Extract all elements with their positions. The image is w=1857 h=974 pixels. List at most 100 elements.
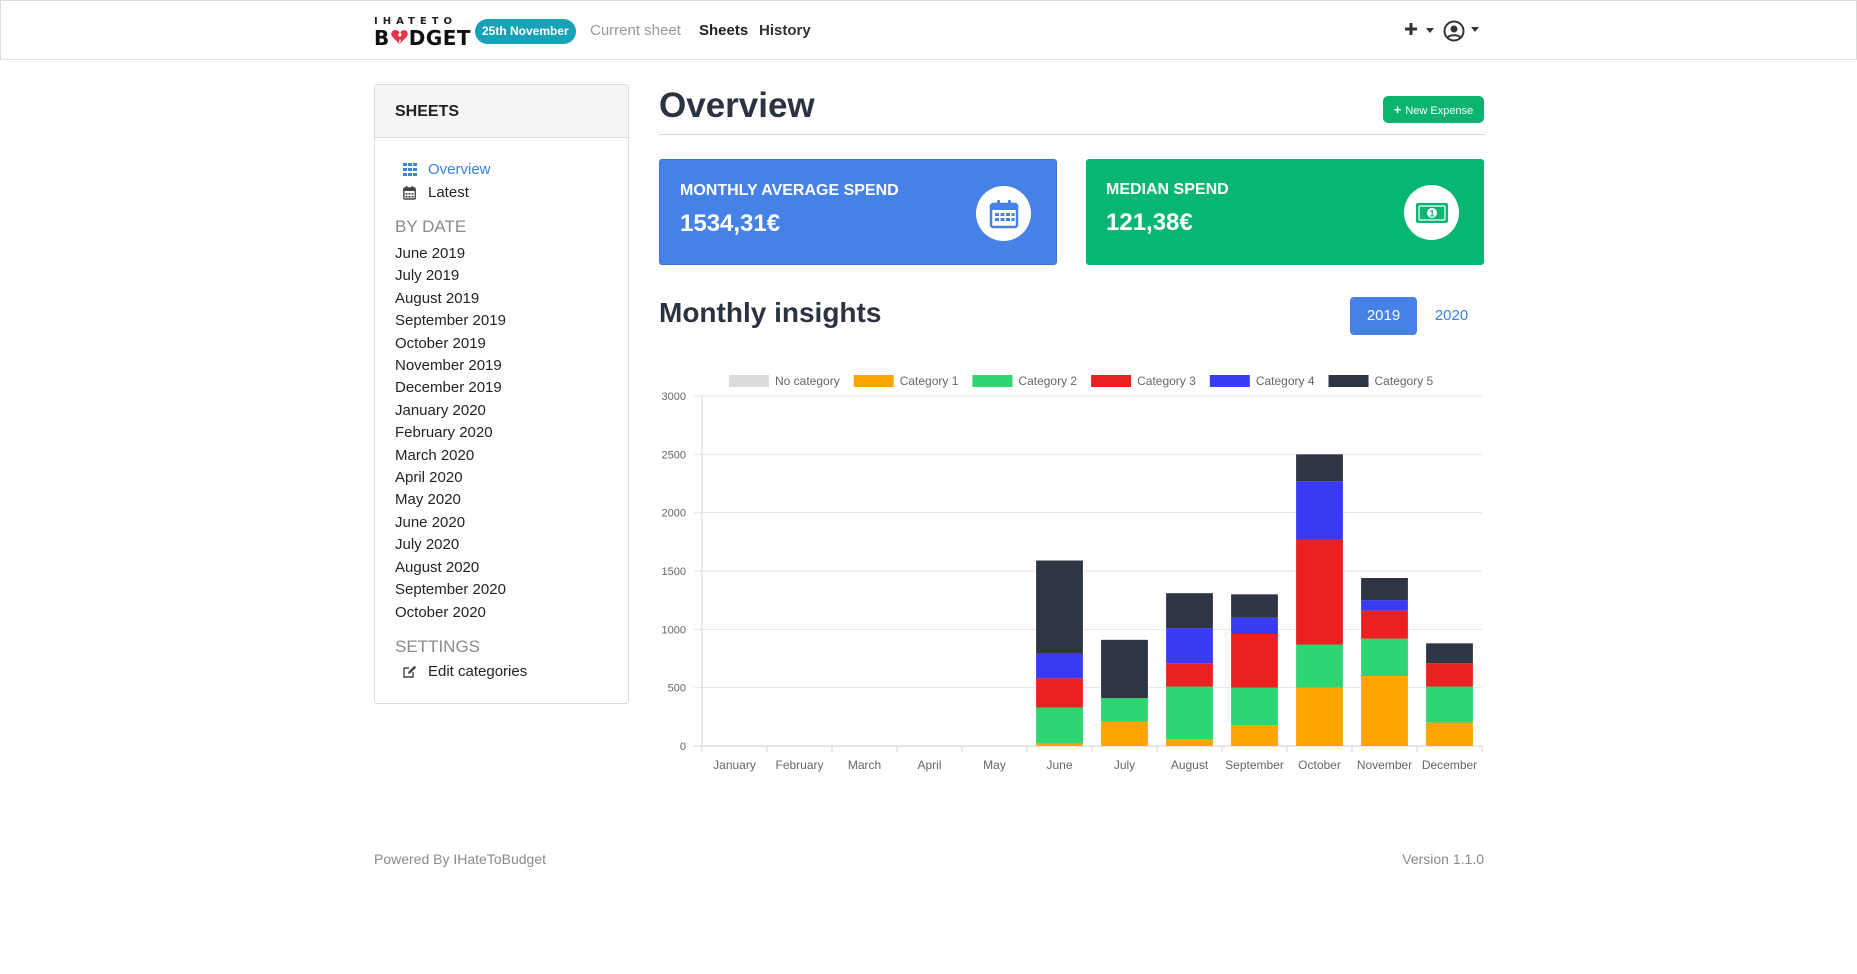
legend-swatch bbox=[1209, 375, 1250, 387]
bar-segment bbox=[1426, 663, 1473, 687]
bar-segment bbox=[1426, 722, 1473, 746]
bar-segment bbox=[1426, 643, 1473, 664]
calendar-icon bbox=[976, 186, 1031, 241]
app-logo[interactable]: IHATETO B DGET bbox=[374, 17, 471, 51]
bar-segment bbox=[1101, 721, 1148, 746]
insights-title: Monthly insights bbox=[659, 297, 882, 328]
sidebar-item-latest[interactable]: Latest bbox=[403, 181, 491, 204]
nav-sheets[interactable]: Sheets bbox=[699, 22, 749, 39]
sidebar-title: SHEETS bbox=[375, 85, 628, 138]
legend-label: Category 5 bbox=[1375, 374, 1434, 388]
edit-categories-link[interactable]: Edit categories bbox=[403, 663, 527, 680]
median-spend-label: MEDIAN SPEND bbox=[1106, 181, 1229, 198]
sidebar-date-item[interactable]: November 2019 bbox=[395, 357, 502, 375]
sidebar-date-item[interactable]: September 2020 bbox=[395, 581, 506, 599]
new-expense-label: New Expense bbox=[1405, 105, 1474, 117]
y-tick-label: 500 bbox=[668, 683, 686, 695]
bar-segment bbox=[1296, 687, 1343, 746]
chevron-down-icon bbox=[1471, 27, 1480, 33]
edit-categories-label: Edit categories bbox=[428, 663, 528, 680]
bar-segment bbox=[1166, 663, 1213, 687]
x-tick-label: April bbox=[917, 758, 941, 772]
bar-segment bbox=[1361, 676, 1408, 746]
settings-heading: SETTINGS bbox=[395, 637, 481, 656]
bar-segment bbox=[1296, 454, 1343, 482]
user-menu-button[interactable] bbox=[1443, 20, 1480, 47]
bar-segment bbox=[1231, 687, 1278, 725]
sidebar-item-label: Latest bbox=[428, 184, 469, 201]
sidebar-date-item[interactable]: March 2020 bbox=[395, 446, 475, 464]
plus-icon bbox=[1404, 19, 1424, 41]
monthly-average-label: MONTHLY AVERAGE SPEND bbox=[680, 182, 899, 199]
median-spend-value: 121,38€ bbox=[1106, 209, 1193, 236]
bar-segment bbox=[1361, 610, 1408, 639]
legend-label: Category 3 bbox=[1137, 374, 1196, 388]
legend-label: Category 4 bbox=[1256, 374, 1315, 388]
nav-current-sheet[interactable]: Current sheet bbox=[590, 22, 681, 39]
bar-segment bbox=[1231, 725, 1278, 746]
edit-icon bbox=[403, 665, 418, 678]
legend-swatch bbox=[853, 375, 894, 387]
year-2019-button[interactable]: 2019 bbox=[1350, 297, 1417, 335]
sidebar-date-item[interactable]: June 2019 bbox=[395, 245, 466, 262]
sidebar-item-overview[interactable]: Overview bbox=[403, 158, 491, 181]
broken-heart-icon bbox=[391, 27, 408, 49]
new-expense-button[interactable]: + New Expense bbox=[1383, 96, 1484, 123]
chevron-down-icon bbox=[1425, 28, 1434, 34]
user-circle-icon bbox=[1443, 20, 1469, 46]
bar-segment bbox=[1166, 628, 1213, 664]
sidebar-date-item[interactable]: July 2019 bbox=[395, 267, 460, 285]
bar-segment bbox=[1296, 644, 1343, 688]
sidebar-date-item[interactable]: January 2020 bbox=[395, 401, 486, 419]
sidebar-date-item[interactable]: August 2020 bbox=[395, 558, 480, 576]
bar-segment bbox=[1101, 698, 1148, 722]
bar-segment bbox=[1036, 560, 1083, 654]
monthly-average-value: 1534,31€ bbox=[680, 210, 781, 237]
monthly-insights-chart: 0 500 1000 1500 2000 2500 3000 No category Categ… bbox=[662, 374, 1483, 772]
monthly-average-card: MONTHLY AVERAGE SPEND 1534,31€ bbox=[659, 159, 1057, 265]
sidebar-date-item[interactable]: September 2019 bbox=[395, 312, 506, 330]
date-list: June 2019 July 2019 August 2019 September 2… bbox=[395, 243, 506, 624]
logo-letter-b: B bbox=[374, 26, 390, 50]
bar-segment bbox=[1166, 739, 1213, 746]
x-tick-label: September bbox=[1225, 758, 1284, 772]
bar-segment bbox=[1426, 686, 1473, 723]
sidebar-date-item[interactable]: May 2020 bbox=[395, 491, 461, 509]
title-divider bbox=[659, 134, 1485, 135]
sidebar-date-item[interactable]: December 2019 bbox=[395, 379, 502, 397]
bar-segment bbox=[1296, 481, 1343, 540]
page-title: Overview bbox=[659, 86, 815, 125]
legend-label: Category 2 bbox=[1018, 374, 1077, 388]
x-tick-label: August bbox=[1171, 758, 1209, 772]
legend-swatch bbox=[1091, 375, 1132, 387]
calendar-icon bbox=[403, 185, 418, 200]
logo-letters-dget: DGET bbox=[408, 26, 472, 50]
bar-segment bbox=[1101, 639, 1148, 699]
bar-segment bbox=[1036, 743, 1083, 746]
plus-icon: + bbox=[1393, 102, 1402, 117]
y-tick-label: 1500 bbox=[662, 566, 686, 578]
add-menu-button[interactable] bbox=[1404, 19, 1434, 41]
bar-segment bbox=[1231, 634, 1278, 688]
sidebar-date-item[interactable]: July 2020 bbox=[395, 536, 460, 554]
legend-label: Category 1 bbox=[900, 374, 959, 388]
sidebar-date-item[interactable]: February 2020 bbox=[395, 424, 493, 442]
logo-bottom-text: B DGET bbox=[374, 26, 471, 50]
sidebar-date-item[interactable]: August 2019 bbox=[395, 289, 480, 307]
x-tick-label: May bbox=[983, 758, 1006, 772]
sidebar-date-item[interactable]: October 2019 bbox=[395, 334, 486, 352]
footer-powered-by: Powered By IHateToBudget bbox=[374, 851, 546, 867]
y-tick-label: 3000 bbox=[662, 391, 686, 403]
bar-segment bbox=[1036, 707, 1083, 744]
nav-history[interactable]: History bbox=[759, 22, 811, 39]
sidebar: SHEETS Overview Latest BY DATE June 2019… bbox=[374, 84, 629, 704]
sidebar-nav: Overview Latest bbox=[403, 158, 491, 204]
year-2020-button[interactable]: 2020 bbox=[1434, 307, 1469, 324]
sidebar-date-item[interactable]: October 2020 bbox=[395, 603, 486, 621]
legend-swatch bbox=[729, 375, 769, 387]
bar-segment bbox=[1361, 638, 1408, 676]
sidebar-date-item[interactable]: April 2020 bbox=[395, 469, 463, 487]
sidebar-date-item[interactable]: June 2020 bbox=[395, 513, 466, 531]
bar-segment bbox=[1361, 600, 1408, 611]
svg-text:1: 1 bbox=[1429, 208, 1434, 218]
